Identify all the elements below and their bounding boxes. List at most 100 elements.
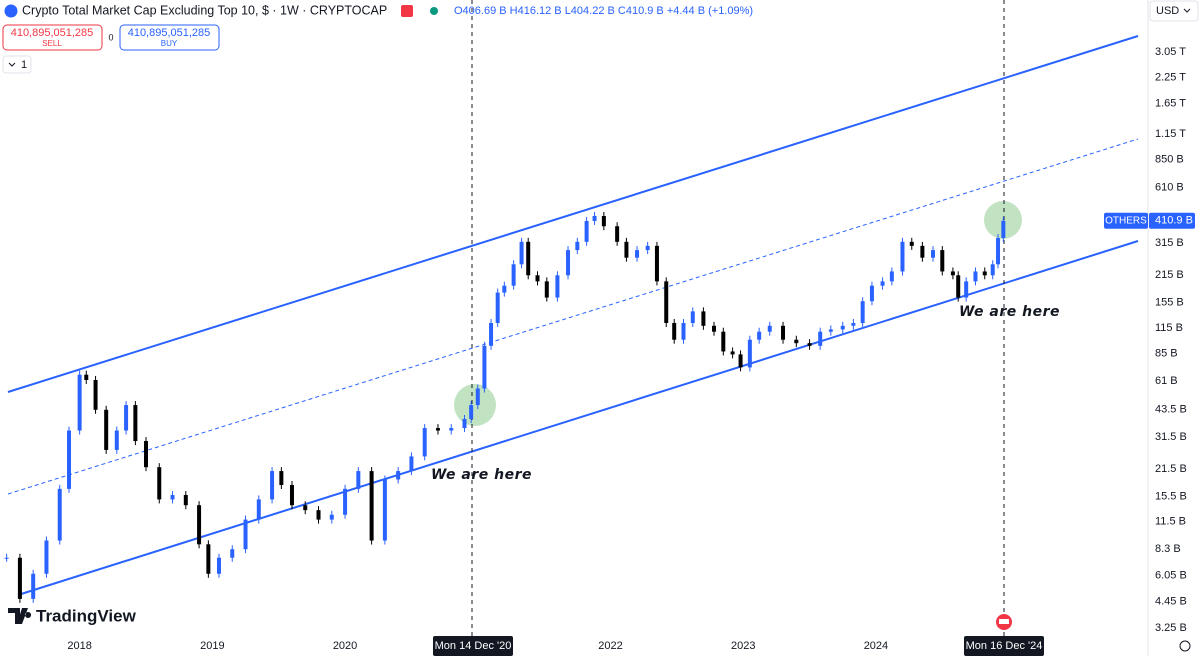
candle-body	[329, 514, 334, 520]
candle-body	[664, 281, 669, 323]
currency: USD	[1156, 5, 1179, 17]
candle-body	[230, 549, 235, 558]
candle-body	[681, 322, 686, 340]
candle-body	[84, 374, 89, 380]
crosshair-date: Mon 16 Dec '24	[966, 640, 1043, 652]
candle-body	[57, 488, 62, 541]
candle-body	[818, 331, 823, 346]
buy-button[interactable]	[119, 24, 220, 51]
candle-body	[4, 557, 9, 559]
y-tick-label: 215 B	[1155, 269, 1184, 281]
candle-body	[757, 331, 762, 340]
candle-body	[575, 241, 580, 251]
candle-body	[982, 271, 987, 276]
candle-body	[544, 281, 549, 298]
candle-body	[143, 441, 148, 468]
y-tick-label: 4.45 B	[1155, 596, 1187, 608]
flag-button[interactable]	[401, 5, 413, 17]
candle-body	[316, 510, 321, 520]
y-tick-label: 11.5 B	[1155, 516, 1186, 528]
candle-body	[114, 430, 119, 450]
candle-body	[502, 285, 507, 293]
crosshair-date-box	[433, 636, 513, 656]
candle-body	[747, 339, 752, 368]
candle-body	[990, 264, 995, 276]
settings-icon[interactable]	[1179, 640, 1191, 652]
candle-body	[526, 241, 531, 276]
candle-body	[566, 250, 571, 276]
y-tick-label: 61 B	[1155, 375, 1178, 387]
y-tick-label: 1.15 T	[1155, 128, 1186, 140]
candle-body	[794, 339, 799, 344]
candle-body	[124, 405, 129, 431]
candle-body	[197, 505, 202, 545]
chevron	[1183, 8, 1191, 13]
ohlc-values: O406.69 B H416.12 B L404.22 B C410.9 B +…	[454, 5, 753, 17]
y-tick-label: 8.3 B	[1155, 543, 1181, 555]
x-tick-label: 2023	[731, 640, 755, 652]
y-tick-label: 155 B	[1155, 297, 1184, 309]
candle-body	[781, 325, 786, 340]
candle-body	[909, 241, 914, 246]
candle-body	[672, 322, 677, 340]
candle-body	[449, 428, 454, 431]
candle-body	[601, 215, 606, 227]
candle-body	[206, 544, 211, 574]
candle-body	[482, 345, 487, 389]
candle-body	[279, 471, 284, 485]
candle-body	[807, 343, 812, 346]
candle-body	[104, 409, 109, 450]
candle-body	[77, 374, 82, 431]
x-tick-label: 2019	[200, 640, 224, 652]
lower-channel	[17, 240, 1139, 596]
candle-body	[964, 281, 969, 298]
candle-body	[356, 471, 361, 489]
currency-button[interactable]	[1149, 0, 1199, 22]
candle-body	[645, 245, 650, 251]
candle-body	[511, 264, 516, 286]
candle-body	[690, 311, 695, 323]
candle-body	[133, 405, 138, 442]
price-axis-panel	[1148, 0, 1200, 656]
annotation: We are here	[959, 304, 1060, 320]
candle-body	[183, 495, 188, 506]
candle-body	[635, 250, 640, 258]
logo-mark	[8, 608, 32, 624]
candle-body	[730, 351, 735, 355]
indicator-toggle[interactable]	[2, 55, 32, 74]
candle-body	[701, 311, 706, 326]
sell-button[interactable]	[2, 24, 103, 51]
symbol-title[interactable]: Crypto Total Market Cap Excluding Top 10…	[22, 3, 387, 17]
candle-body	[409, 456, 414, 472]
price-axis: 3.25 B 4.45 B 6.05 B 8.3 B 11.5 B 15.5 B 21.5 …	[1149, 46, 1195, 634]
candle-body	[93, 379, 98, 410]
candle-body	[869, 285, 874, 302]
candle-body	[712, 325, 717, 332]
crosshair-date-box	[964, 636, 1044, 656]
last-price-box	[1149, 212, 1195, 229]
candle-body	[950, 271, 955, 276]
candle-body	[996, 237, 1001, 265]
candle-body	[289, 484, 294, 506]
candle-body	[654, 245, 659, 282]
y-tick-label: 610 B	[1155, 181, 1184, 193]
mid-channel	[7, 138, 1139, 495]
symbol-icon	[4, 4, 18, 18]
candle-body	[67, 430, 72, 489]
candle-body	[860, 301, 865, 323]
symbol-badge	[1104, 212, 1148, 229]
candle-body	[382, 479, 387, 541]
candle-body	[519, 241, 524, 265]
annotation: We are here	[431, 467, 532, 483]
candles	[4, 211, 1006, 603]
y-tick-label: 115 B	[1155, 322, 1183, 334]
upper-channel	[7, 35, 1139, 393]
candle-body	[940, 250, 945, 272]
candle-body	[17, 557, 22, 599]
candle-body	[270, 471, 275, 500]
candle-body	[880, 281, 885, 286]
candle-body	[767, 325, 772, 332]
x-tick-label: 2020	[333, 640, 357, 652]
candle-body	[243, 519, 248, 550]
